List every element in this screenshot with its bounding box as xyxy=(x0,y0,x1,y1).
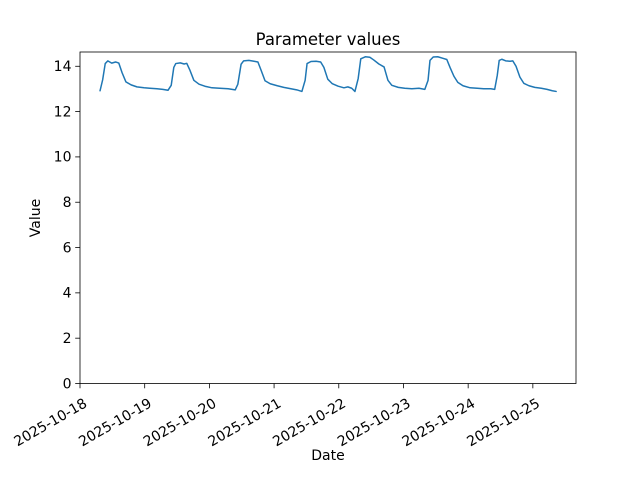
plot-border xyxy=(79,51,577,384)
x-tick-label: 2025-10-20 xyxy=(141,396,219,451)
y-tick-label: 12 xyxy=(54,104,72,120)
axes-layer: 2025-10-182025-10-192025-10-202025-10-21… xyxy=(12,51,577,451)
x-tick-label: 2025-10-19 xyxy=(76,396,154,451)
x-tick-label: 2025-10-22 xyxy=(270,396,348,451)
y-tick-label: 2 xyxy=(63,331,72,347)
x-tick-label: 2025-10-23 xyxy=(335,396,413,451)
x-tick-label: 2025-10-21 xyxy=(206,396,284,451)
x-tick-label: 2025-10-18 xyxy=(12,396,90,451)
series-line xyxy=(99,56,557,93)
x-tick-label: 2025-10-25 xyxy=(464,396,542,451)
x-axis-label: Date xyxy=(311,448,344,464)
y-tick-label: 6 xyxy=(63,240,72,256)
y-tick-label: 14 xyxy=(54,59,72,75)
y-tick-label: 0 xyxy=(63,376,72,392)
y-tick-label: 10 xyxy=(54,150,72,166)
y-tick-label: 8 xyxy=(63,195,72,211)
series-layer xyxy=(99,56,557,93)
chart-title: Parameter values xyxy=(256,30,401,49)
y-tick-label: 4 xyxy=(63,286,72,302)
x-tick-label: 2025-10-24 xyxy=(400,396,479,451)
y-axis-label: Value xyxy=(28,199,44,237)
